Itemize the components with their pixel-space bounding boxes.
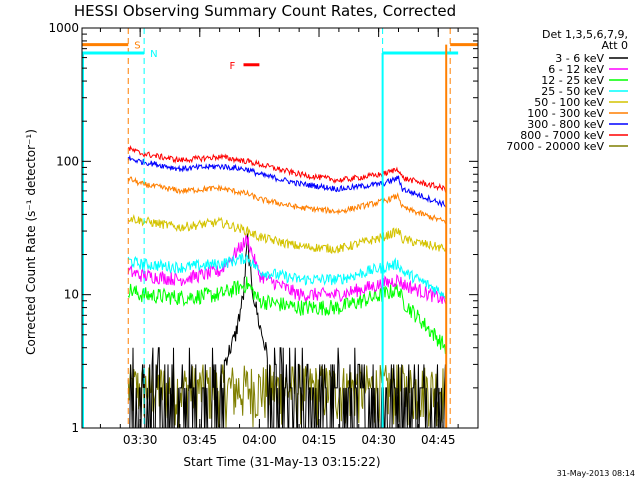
x-tick-label: 04:00 [242, 433, 277, 447]
chart-title: HESSI Observing Summary Count Rates, Cor… [74, 2, 456, 20]
legend-label-2: 12 - 25 keV [541, 74, 604, 87]
plot-frame [81, 27, 479, 429]
legend-label-3: 25 - 50 keV [541, 85, 604, 98]
marker-n-label: N [150, 49, 157, 60]
marker-s-label: S [134, 41, 140, 52]
series-6-12kev [127, 234, 447, 305]
series-12-25kev [127, 276, 447, 354]
series-3-6kev [128, 233, 447, 429]
x-tick-label: 03:45 [182, 433, 217, 447]
legend-label-8: 7000 - 20000 keV [506, 140, 604, 153]
timestamp-stamp: 31-May-2013 08:14 [557, 469, 635, 478]
x-tick-label: 04:45 [421, 433, 456, 447]
legend-label-6: 300 - 800 keV [527, 118, 604, 131]
legend-label-1: 6 - 12 keV [548, 63, 604, 76]
x-tick-label: 04:15 [302, 433, 337, 447]
series-100-300kev [127, 176, 447, 225]
legend-label-5: 100 - 300 keV [527, 107, 604, 120]
y-axis-label: Corrected Count Rate (s⁻¹ detector⁻¹) [24, 129, 38, 355]
legend-label-4: 50 - 100 keV [534, 96, 604, 109]
legend-label-0: 3 - 6 keV [555, 52, 604, 65]
series-25-50kev [127, 253, 447, 300]
x-tick-label: 04:30 [361, 433, 396, 447]
marker-f-label: F [230, 61, 236, 72]
series-50-100kev [127, 214, 447, 255]
y-tick-label: 1000 [48, 21, 79, 35]
y-tick-label: 100 [56, 154, 79, 168]
x-axis-label: Start Time (31-May-13 03:15:22) [183, 455, 380, 469]
series-800-7000kev [127, 144, 447, 193]
x-tick-label: 03:30 [123, 433, 158, 447]
legend-label-7: 800 - 7000 keV [520, 129, 604, 142]
y-tick-label: 10 [64, 288, 79, 302]
series-300-800kev [127, 154, 447, 208]
plot-area: SN F 1 10 100 1000 03:30 03:45 04:00 04:15 04:30 04… [48, 21, 479, 447]
legend-header-0: Det 1,3,5,6,7,9, [542, 28, 628, 41]
y-tick-label: 1 [71, 421, 79, 435]
legend-header-1: Att 0 [602, 39, 628, 52]
